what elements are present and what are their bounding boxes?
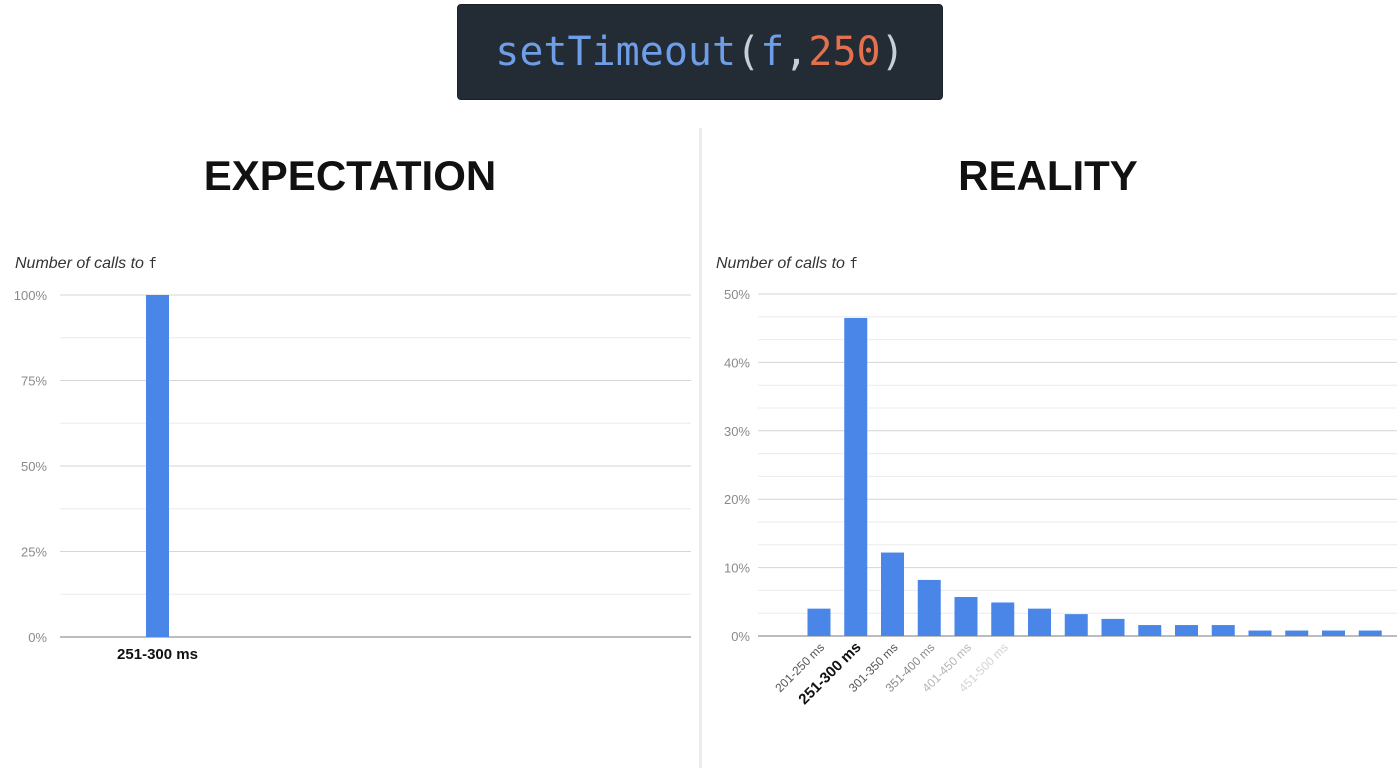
panel-divider — [699, 128, 702, 768]
reality-subtitle: Number of calls to f — [716, 255, 858, 273]
reality-subtitle-text: Number of calls to — [716, 255, 850, 272]
code-function-name: setTimeout — [495, 29, 737, 75]
bar — [917, 579, 941, 636]
bar — [1285, 630, 1309, 636]
code-arg: f — [760, 29, 785, 75]
bar — [954, 597, 978, 636]
code-number: 250 — [808, 29, 881, 75]
reality-title: REALITY — [958, 152, 1138, 199]
code-separator: , — [784, 29, 809, 75]
bar — [1358, 630, 1382, 636]
y-tick-label: 25% — [21, 545, 47, 560]
bar — [1211, 625, 1235, 636]
bar — [1248, 630, 1272, 636]
expectation-title: EXPECTATION — [203, 152, 497, 199]
y-tick-label: 75% — [21, 374, 47, 389]
y-tick-label: 10% — [724, 561, 750, 576]
bar — [1322, 630, 1345, 636]
y-tick-label: 0% — [28, 630, 47, 645]
y-tick-label: 30% — [724, 424, 750, 439]
y-tick-label: 100% — [14, 288, 48, 303]
y-tick-label: 50% — [724, 287, 750, 302]
code-open-paren: ( — [736, 29, 761, 75]
bar — [1028, 608, 1051, 636]
bar — [1101, 618, 1125, 636]
bar — [844, 317, 868, 636]
reality-subtitle-code: f — [849, 256, 858, 272]
expectation-subtitle-text: Number of calls to — [15, 255, 149, 272]
bar — [146, 295, 169, 637]
bar — [1138, 625, 1162, 636]
bar — [991, 602, 1015, 636]
code-snippet: setTimeout(f, 250) — [457, 4, 943, 100]
expectation-chart: 0% 25% 50% 75% 100% 251-300 ms — [14, 288, 691, 663]
y-tick-label: 0% — [731, 629, 750, 644]
x-tick-label: 251-300 ms — [795, 639, 864, 708]
y-tick-label: 20% — [724, 492, 750, 507]
code-close-paren: ) — [880, 29, 905, 75]
y-tick-label: 50% — [21, 459, 47, 474]
y-tick-label: 40% — [724, 355, 750, 370]
bar — [881, 552, 904, 636]
bar — [807, 608, 831, 636]
bar — [1175, 625, 1198, 636]
expectation-subtitle-code: f — [148, 256, 157, 272]
x-tick-label: 251-300 ms — [117, 646, 198, 663]
bar — [1064, 614, 1088, 636]
expectation-subtitle: Number of calls to f — [15, 255, 157, 273]
